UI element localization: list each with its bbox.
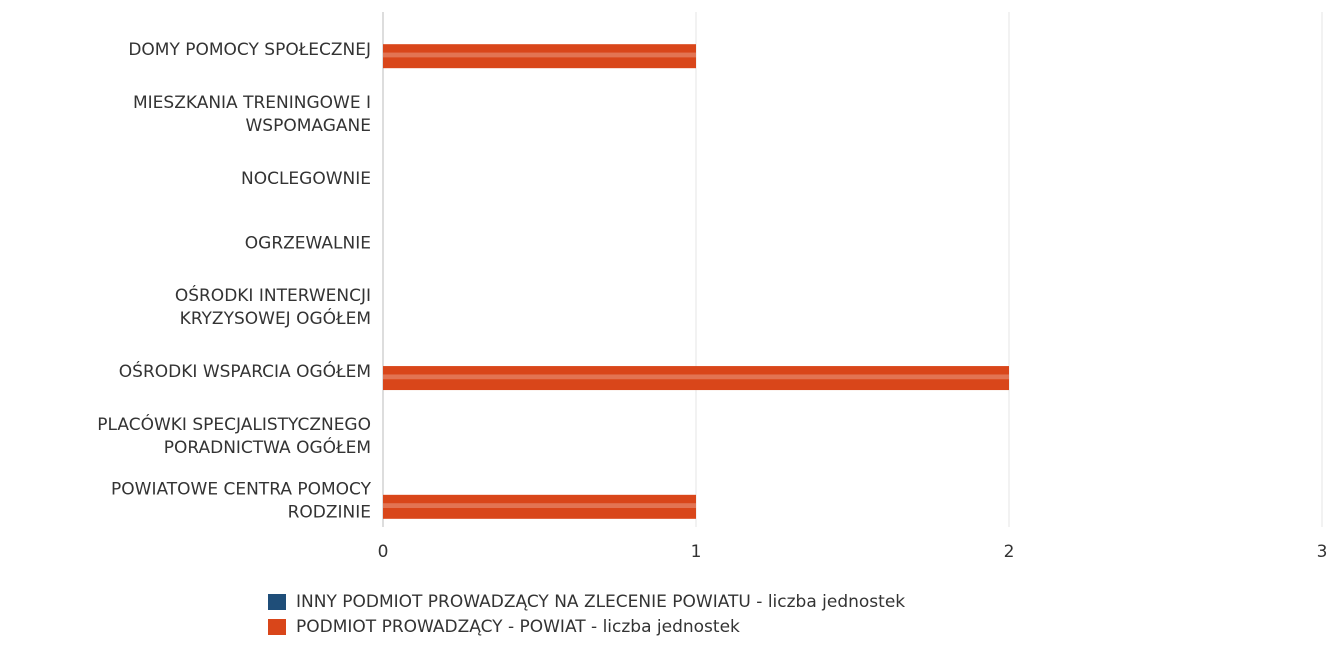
x-tick-label: 3 [1317,542,1328,562]
y-tick-label: MIESZKANIA TRENINGOWE I WSPOMAGANE [133,93,371,136]
y-tick-label: POWIATOWE CENTRA POMOCY RODZINIE [111,479,372,522]
y-tick-label: OŚRODKI WSPARCIA OGÓŁEM [119,360,371,382]
y-tick-label: OGRZEWALNIE [245,233,371,253]
legend-swatch [268,619,286,635]
legend-label: PODMIOT PROWADZĄCY - POWIAT - liczba jed… [296,617,740,637]
bar [383,44,696,69]
x-tick-label: 1 [691,542,702,562]
bar [383,494,696,519]
y-tick-label: PLACÓWKI SPECJALISTYCZNEGO PORADNICTWA OG… [97,413,371,458]
x-tick-label: 2 [1004,542,1015,562]
y-tick-label: DOMY POMOCY SPOŁECZNEJ [128,40,371,60]
bar-shine [383,503,696,509]
bar-shine [383,374,1009,380]
y-tick-label: OŚRODKI INTERWENCJI KRYZYSOWEJ OGÓŁEM [175,284,371,329]
legend-swatch [268,594,286,610]
bar-shine [383,52,696,58]
bar [383,366,1009,391]
x-tick-label: 0 [378,542,389,562]
y-tick-label: NOCLEGOWNIE [241,169,371,189]
legend-label: INNY PODMIOT PROWADZĄCY NA ZLECENIE POWI… [296,592,905,612]
